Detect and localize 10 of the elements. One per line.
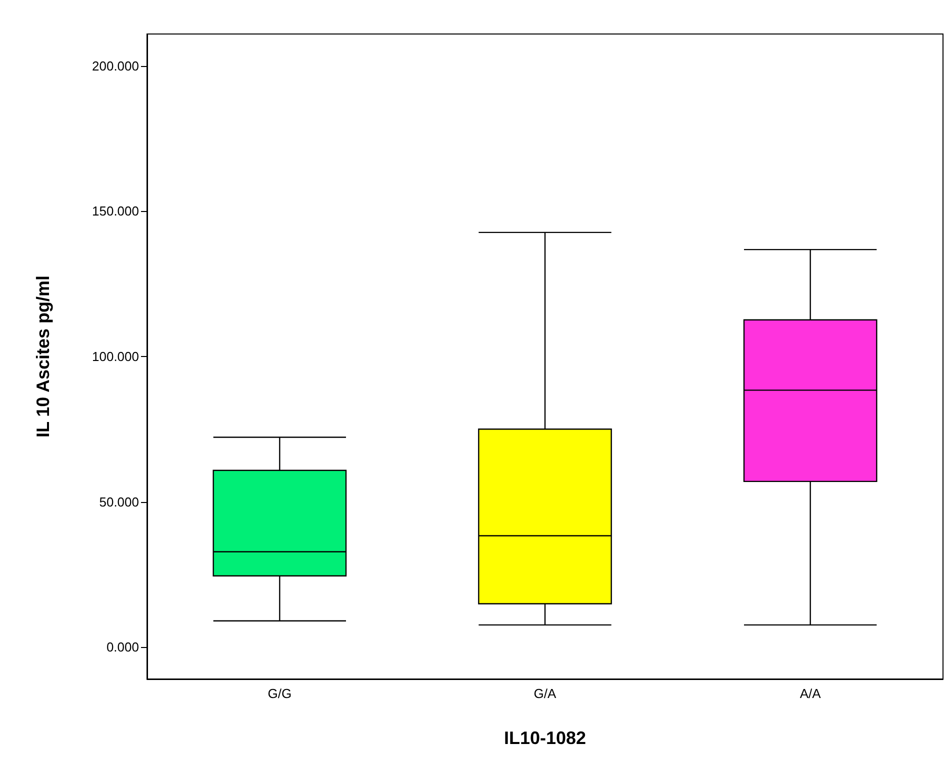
x-tick-label: G/G [268, 686, 292, 701]
y-tick-label: 50.000 [99, 494, 139, 510]
x-axis-title: IL10-1082 [504, 728, 586, 748]
y-axis-title: IL 10 Ascites pg/ml [33, 275, 53, 438]
y-tick-label: 150.000 [92, 204, 139, 219]
x-tick-label: G/A [534, 686, 557, 701]
y-tick-label: 200.000 [92, 58, 139, 74]
y-tick-label: 0.000 [106, 640, 139, 655]
x-tick-label: A/A [800, 686, 822, 701]
y-tick-label: 100.000 [92, 349, 139, 364]
